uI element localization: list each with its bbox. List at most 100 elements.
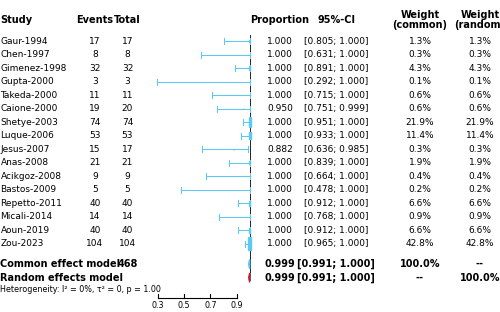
Text: 3: 3 bbox=[124, 77, 130, 86]
Text: 0.2%: 0.2% bbox=[468, 185, 491, 194]
Text: (random): (random) bbox=[454, 20, 500, 30]
Text: 1.000: 1.000 bbox=[267, 239, 293, 248]
Text: [0.991; 1.000]: [0.991; 1.000] bbox=[297, 259, 375, 269]
Text: 0.999: 0.999 bbox=[264, 259, 296, 269]
Bar bbox=[249, 201, 250, 206]
Text: 0.950: 0.950 bbox=[267, 104, 293, 113]
Text: 40: 40 bbox=[122, 199, 133, 207]
Text: Micali-2014: Micali-2014 bbox=[0, 212, 52, 221]
Text: 100.0%: 100.0% bbox=[400, 259, 440, 269]
Polygon shape bbox=[248, 273, 250, 282]
Text: 1.000: 1.000 bbox=[267, 226, 293, 235]
Text: 6.6%: 6.6% bbox=[468, 199, 491, 207]
Text: --: -- bbox=[416, 273, 424, 283]
Text: 1.3%: 1.3% bbox=[468, 37, 491, 46]
Text: Gupta-2000: Gupta-2000 bbox=[0, 77, 54, 86]
Text: 32: 32 bbox=[90, 64, 101, 73]
Text: Jesus-2007: Jesus-2007 bbox=[0, 144, 50, 154]
Text: [0.891; 1.000]: [0.891; 1.000] bbox=[304, 64, 368, 73]
Text: 0.6%: 0.6% bbox=[408, 90, 432, 100]
Bar bbox=[248, 237, 252, 250]
Text: 1.3%: 1.3% bbox=[408, 37, 432, 46]
Text: 8: 8 bbox=[92, 50, 98, 59]
Text: [0.933; 1.000]: [0.933; 1.000] bbox=[304, 131, 368, 140]
Text: 468: 468 bbox=[118, 259, 138, 269]
Text: 104: 104 bbox=[119, 239, 136, 248]
Text: 0.6%: 0.6% bbox=[408, 104, 432, 113]
Text: 5: 5 bbox=[92, 185, 98, 194]
Text: 0.2%: 0.2% bbox=[408, 185, 432, 194]
Text: 21: 21 bbox=[122, 158, 133, 167]
Text: 5: 5 bbox=[124, 185, 130, 194]
Text: 1.000: 1.000 bbox=[267, 131, 293, 140]
Text: 0.6%: 0.6% bbox=[468, 104, 491, 113]
Bar bbox=[249, 227, 250, 233]
Text: 100.0%: 100.0% bbox=[460, 273, 500, 283]
Bar bbox=[249, 66, 250, 70]
Text: [0.839; 1.000]: [0.839; 1.000] bbox=[304, 158, 368, 167]
Text: 21: 21 bbox=[90, 158, 101, 167]
Text: 11: 11 bbox=[122, 90, 133, 100]
Text: 6.6%: 6.6% bbox=[408, 199, 432, 207]
Text: 11.4%: 11.4% bbox=[406, 131, 434, 140]
Text: 0.3%: 0.3% bbox=[468, 50, 491, 59]
Text: 0.3: 0.3 bbox=[152, 300, 164, 310]
Text: 19: 19 bbox=[89, 104, 101, 113]
Bar bbox=[248, 117, 251, 127]
Text: 3: 3 bbox=[92, 77, 98, 86]
Text: 104: 104 bbox=[86, 239, 104, 248]
Text: 6.6%: 6.6% bbox=[468, 226, 491, 235]
Text: Zou-2023: Zou-2023 bbox=[0, 239, 44, 248]
Text: [0.991; 1.000]: [0.991; 1.000] bbox=[297, 273, 375, 283]
Text: 0.9%: 0.9% bbox=[468, 212, 491, 221]
Text: Chen-1997: Chen-1997 bbox=[0, 50, 50, 59]
Text: 8: 8 bbox=[124, 50, 130, 59]
Text: 1.000: 1.000 bbox=[267, 172, 293, 181]
Polygon shape bbox=[248, 260, 250, 269]
Text: Heterogeneity: I² = 0%, τ² = 0, p = 1.00: Heterogeneity: I² = 0%, τ² = 0, p = 1.00 bbox=[0, 285, 162, 294]
Text: [0.912; 1.000]: [0.912; 1.000] bbox=[304, 226, 368, 235]
Text: 11: 11 bbox=[89, 90, 101, 100]
Text: 0.4%: 0.4% bbox=[408, 172, 432, 181]
Text: [0.715; 1.000]: [0.715; 1.000] bbox=[304, 90, 368, 100]
Text: 1.000: 1.000 bbox=[267, 64, 293, 73]
Text: [0.478; 1.000]: [0.478; 1.000] bbox=[304, 185, 368, 194]
Text: 1.000: 1.000 bbox=[267, 158, 293, 167]
Text: 0.1%: 0.1% bbox=[468, 77, 491, 86]
Text: 17: 17 bbox=[89, 37, 101, 46]
Text: 1.000: 1.000 bbox=[267, 212, 293, 221]
Text: 40: 40 bbox=[122, 226, 133, 235]
Text: 1.9%: 1.9% bbox=[468, 158, 491, 167]
Text: 20: 20 bbox=[122, 104, 133, 113]
Text: 32: 32 bbox=[122, 64, 133, 73]
Text: 53: 53 bbox=[89, 131, 101, 140]
Text: Acikgoz-2008: Acikgoz-2008 bbox=[0, 172, 62, 181]
Text: 11.4%: 11.4% bbox=[466, 131, 494, 140]
Text: Events: Events bbox=[76, 15, 114, 25]
Text: Anas-2008: Anas-2008 bbox=[0, 158, 48, 167]
Text: 95%-CI: 95%-CI bbox=[317, 15, 355, 25]
Text: 1.9%: 1.9% bbox=[408, 158, 432, 167]
Text: Proportion: Proportion bbox=[250, 15, 310, 25]
Text: Luque-2006: Luque-2006 bbox=[0, 131, 54, 140]
Text: 0.9%: 0.9% bbox=[408, 212, 432, 221]
Text: 17: 17 bbox=[122, 144, 133, 154]
Text: 1.000: 1.000 bbox=[267, 77, 293, 86]
Text: 21.9%: 21.9% bbox=[406, 118, 434, 127]
Text: 0.3%: 0.3% bbox=[468, 144, 491, 154]
Text: 42.8%: 42.8% bbox=[406, 239, 434, 248]
Text: 14: 14 bbox=[122, 212, 133, 221]
Text: 4.3%: 4.3% bbox=[408, 64, 432, 73]
Text: [0.631; 1.000]: [0.631; 1.000] bbox=[304, 50, 368, 59]
Text: 74: 74 bbox=[90, 118, 101, 127]
Text: [0.951; 1.000]: [0.951; 1.000] bbox=[304, 118, 368, 127]
Text: Shetye-2003: Shetye-2003 bbox=[0, 118, 58, 127]
Text: 9: 9 bbox=[124, 172, 130, 181]
Text: 40: 40 bbox=[90, 226, 101, 235]
Text: [0.912; 1.000]: [0.912; 1.000] bbox=[304, 199, 368, 207]
Text: 0.9: 0.9 bbox=[230, 300, 243, 310]
Text: 14: 14 bbox=[90, 212, 101, 221]
Text: 74: 74 bbox=[122, 118, 133, 127]
Text: 0.5: 0.5 bbox=[178, 300, 190, 310]
Text: Takeda-2000: Takeda-2000 bbox=[0, 90, 58, 100]
